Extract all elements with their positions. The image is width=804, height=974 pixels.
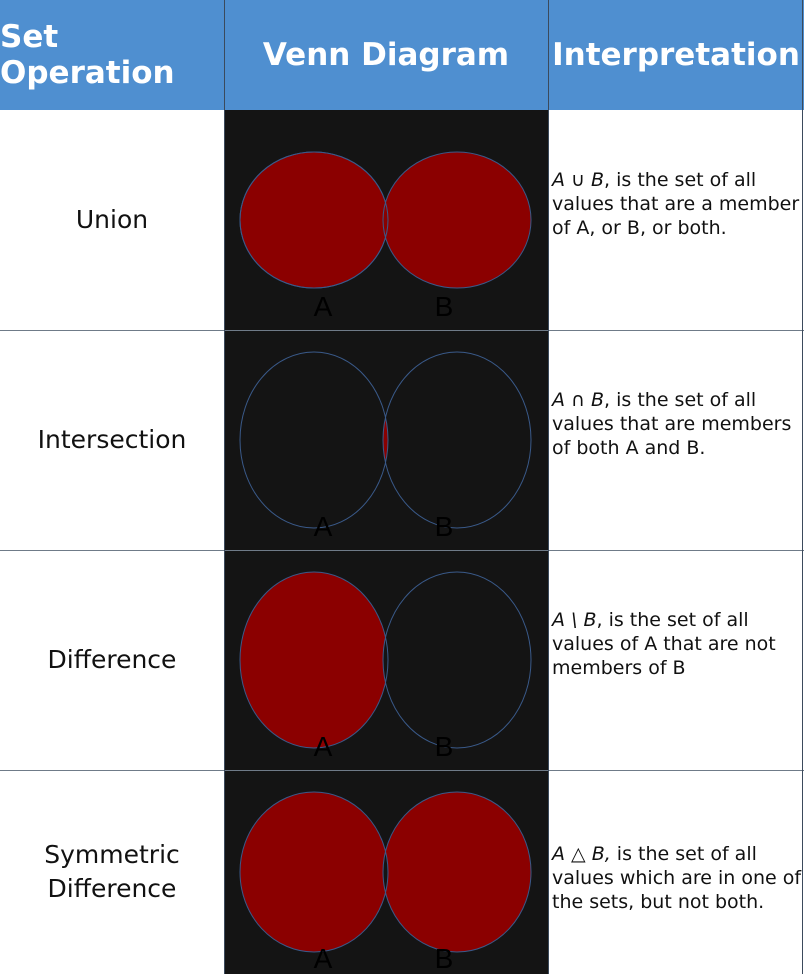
row-divider — [0, 770, 804, 771]
set-b-circle — [382, 351, 532, 529]
label-b: B — [435, 943, 454, 974]
symbol-difference: A \ B — [552, 609, 597, 631]
label-b: B — [435, 291, 454, 322]
set-b-circle — [382, 571, 532, 749]
symbol-intersection: A ∩ B — [552, 389, 605, 411]
text-symmetric-difference: is the set of all values which are in on… — [552, 843, 802, 913]
set-b-circle — [382, 151, 532, 289]
column-divider — [548, 0, 549, 974]
set-a-fill — [240, 792, 388, 952]
symbol-union: A ∪ B — [552, 169, 605, 191]
venn-intersection: A B — [224, 330, 548, 550]
set-a-fill — [240, 572, 388, 748]
set-a-circle — [239, 351, 389, 529]
operation-line-1: Symmetric — [44, 840, 180, 869]
operation-symmetric-difference: Symmetric Difference — [0, 770, 224, 974]
set-a-circle — [239, 571, 389, 749]
header-venn-diagram: Venn Diagram — [262, 37, 510, 73]
interpretation-difference: A \ B, is the set of all values of A tha… — [552, 608, 802, 680]
set-b-mask — [383, 572, 531, 748]
text-union: , is the set of all values that are a me… — [552, 169, 800, 239]
operation-line-2: Difference — [47, 874, 177, 903]
venn-union: A B — [224, 110, 548, 330]
interpretation-intersection: A ∩ B, is the set of all values that are… — [552, 388, 802, 460]
column-divider — [224, 0, 225, 974]
label-a: A — [314, 511, 333, 542]
text-difference: , is the set of all values of A that are… — [552, 609, 776, 679]
text-intersection: , is the set of all values that are memb… — [552, 389, 792, 459]
label-b: B — [435, 731, 454, 762]
right-border — [802, 0, 803, 974]
row-divider — [0, 550, 804, 551]
symbol-symmetric-difference: A △ B, — [552, 843, 611, 865]
intersection-fill — [383, 352, 388, 528]
label-a: A — [314, 943, 333, 974]
operation-difference: Difference — [47, 645, 177, 674]
header-set-operation: Set Operation — [0, 19, 175, 91]
operation-union: Union — [75, 205, 149, 234]
interpretation-symmetric-difference: A △ B, is the set of all values which ar… — [552, 842, 802, 914]
venn-symmetric-difference: A B — [224, 770, 548, 974]
venn-difference: A B — [224, 550, 548, 770]
set-b-fill — [383, 792, 531, 952]
set-a-circle — [239, 151, 389, 289]
set-a-circle — [239, 791, 389, 953]
label-a: A — [314, 731, 333, 762]
row-divider — [0, 330, 804, 331]
operation-intersection: Intersection — [37, 425, 187, 454]
header-interpretation: Interpretation — [552, 37, 800, 73]
set-b-circle — [382, 791, 532, 953]
interpretation-union: A ∪ B, is the set of all values that are… — [552, 168, 802, 240]
table-header — [0, 0, 804, 110]
label-b: B — [435, 511, 454, 542]
label-a: A — [314, 291, 333, 322]
